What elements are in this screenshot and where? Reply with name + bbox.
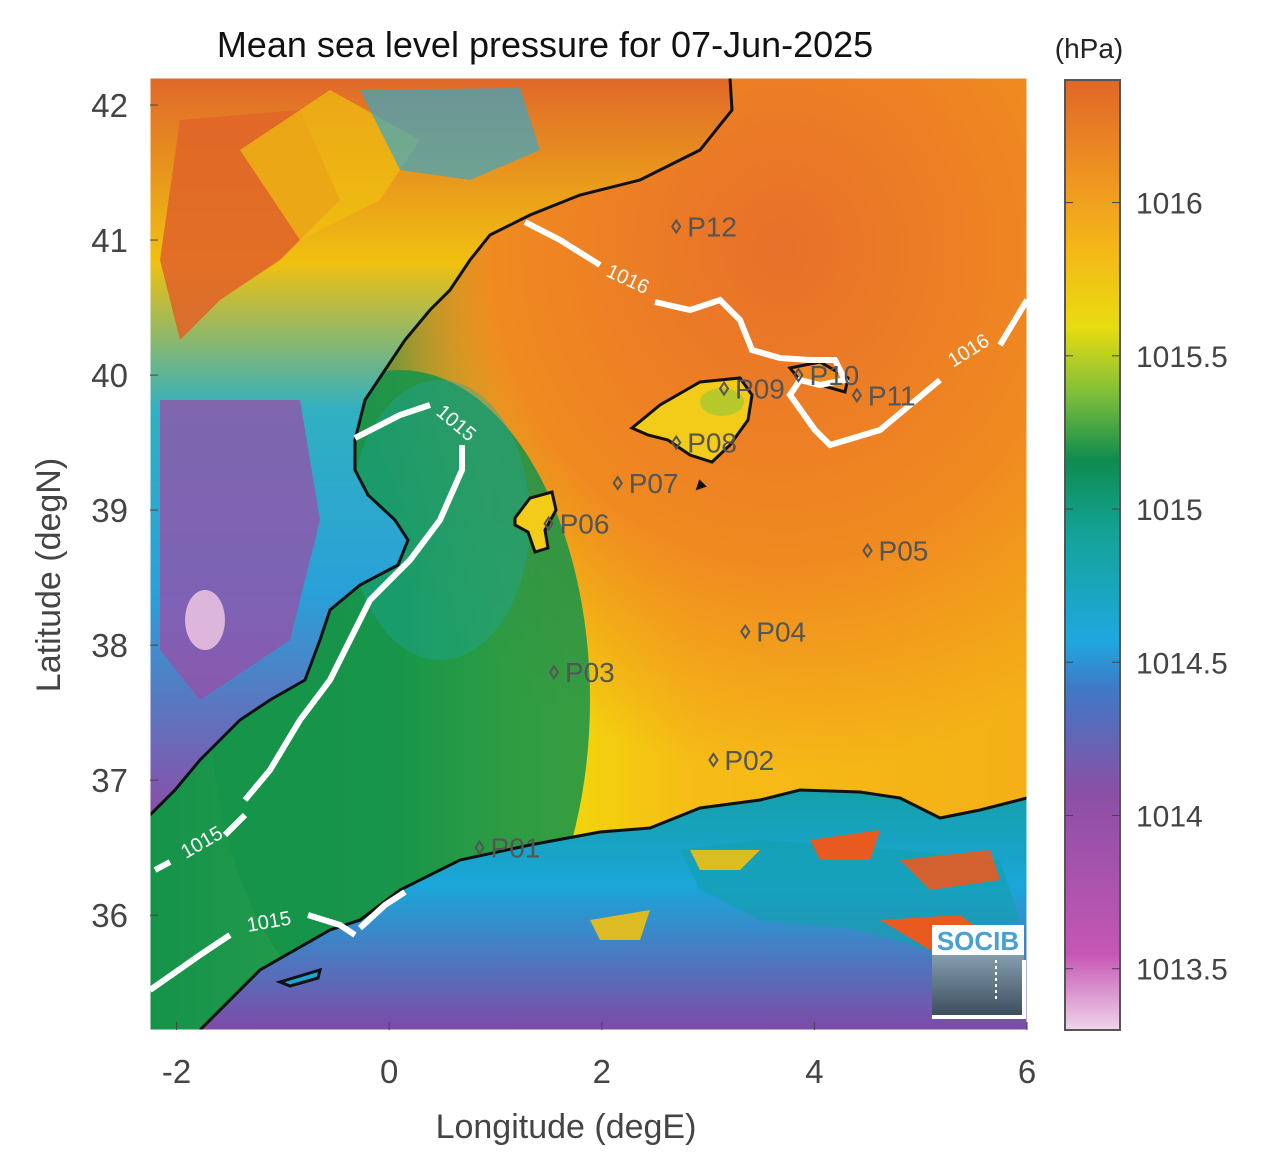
atlas-ridge-2 bbox=[690, 850, 760, 870]
colorbar bbox=[1064, 79, 1121, 1031]
colorbar-unit: (hPa) bbox=[1055, 33, 1123, 64]
ebro-valley bbox=[360, 88, 540, 180]
point-label-p11: P11 bbox=[868, 380, 916, 411]
points-layer: P01 P02 P03 P04 P05 P06 P07 P08 P09 P10 P11 P12 bbox=[474, 212, 929, 864]
point-label-p01: P01 bbox=[491, 833, 541, 864]
mallorca-highland bbox=[700, 388, 744, 416]
y-tick-label: 40 bbox=[91, 357, 128, 394]
x-axis-ticks: -2 0 2 4 6 bbox=[162, 1022, 1036, 1090]
y-tick-label: 41 bbox=[91, 222, 128, 259]
y-tick-label: 38 bbox=[91, 627, 128, 664]
colorbar-tick-label: 1014.5 bbox=[1136, 647, 1228, 680]
point-label-p02: P02 bbox=[724, 745, 774, 776]
africa-coastline bbox=[198, 788, 1027, 1030]
colorbar-tick-label: 1014 bbox=[1136, 800, 1203, 833]
point-marker-p05[interactable] bbox=[862, 542, 873, 559]
socib-logo: SOCIB bbox=[932, 925, 1026, 1019]
point-label-p12: P12 bbox=[687, 212, 737, 243]
atlas-ridge bbox=[590, 910, 650, 940]
colorbar-tick-label: 1015 bbox=[1136, 494, 1203, 527]
y-axis-label: Latitude (degN) bbox=[30, 458, 68, 692]
logo-text: SOCIB bbox=[937, 926, 1019, 956]
isobar-1016 bbox=[523, 219, 1027, 449]
x-tick-label: 2 bbox=[593, 1053, 611, 1090]
isobar-1015-north bbox=[153, 402, 465, 873]
point-marker-p08[interactable] bbox=[670, 434, 682, 451]
point-marker-p12[interactable] bbox=[670, 218, 682, 235]
y-tick-label: 39 bbox=[91, 492, 128, 529]
point-label-p06: P06 bbox=[560, 509, 610, 540]
inland-low-spot bbox=[185, 590, 225, 650]
point-marker-p07[interactable] bbox=[612, 475, 623, 491]
logo-frame bbox=[932, 960, 1026, 1019]
point-marker-p06[interactable] bbox=[543, 515, 554, 532]
logo-header bbox=[932, 925, 1024, 955]
colorbar-tick-label: 1015.5 bbox=[1136, 341, 1228, 374]
point-label-p09: P09 bbox=[735, 374, 785, 405]
map-frame bbox=[149, 77, 1028, 1031]
alboran-island bbox=[275, 967, 323, 988]
y-axis-ticks: 42 41 40 39 38 37 36 bbox=[91, 87, 158, 934]
atlas-peak-2 bbox=[900, 850, 1000, 890]
point-marker-p04[interactable] bbox=[740, 623, 751, 640]
chart-title: Mean sea level pressure for 07-Jun-2025 bbox=[217, 24, 873, 65]
atlas-peak-1 bbox=[810, 830, 880, 860]
x-tick-label: 4 bbox=[805, 1053, 823, 1090]
isobar-1015-south bbox=[150, 889, 407, 993]
x-tick-label: 0 bbox=[380, 1053, 398, 1090]
point-marker-p01[interactable] bbox=[474, 839, 485, 856]
point-label-p03: P03 bbox=[565, 657, 615, 688]
ibiza-island bbox=[513, 490, 558, 554]
colorbar-ticks: 1016 1015.5 1015 1014.5 1014 1013.5 bbox=[1065, 188, 1228, 987]
y-tick-label: 37 bbox=[91, 762, 128, 799]
y-tick-label: 42 bbox=[91, 87, 128, 124]
iberia-land bbox=[150, 78, 732, 815]
x-tick-label: -2 bbox=[162, 1053, 191, 1090]
cabrera-island bbox=[695, 479, 707, 491]
plateau-band bbox=[240, 90, 420, 240]
iberia-coastline bbox=[150, 78, 734, 817]
point-label-p10: P10 bbox=[809, 360, 859, 391]
colorbar-tick-label: 1013.5 bbox=[1136, 954, 1228, 987]
x-tick-label: 6 bbox=[1018, 1053, 1036, 1090]
point-marker-p02[interactable] bbox=[708, 752, 719, 768]
map-area: 1016 1016 1015 1015 1015 P01P02P03P04P05… bbox=[150, 78, 1027, 1030]
y-tick-label: 36 bbox=[91, 897, 128, 934]
point-label-p08: P08 bbox=[687, 428, 737, 459]
point-marker-p03[interactable] bbox=[548, 664, 560, 680]
point-marker-p09[interactable] bbox=[718, 380, 730, 397]
point-label-p07: P07 bbox=[629, 468, 679, 499]
point-marker-p10[interactable] bbox=[793, 367, 804, 383]
colorbar-tick-label: 1016 bbox=[1136, 188, 1203, 221]
x-axis-label: Longitude (degE) bbox=[436, 1108, 697, 1146]
point-marker-p11[interactable] bbox=[851, 387, 863, 404]
point-label-p04: P04 bbox=[756, 617, 806, 648]
point-label-p05: P05 bbox=[879, 536, 929, 567]
